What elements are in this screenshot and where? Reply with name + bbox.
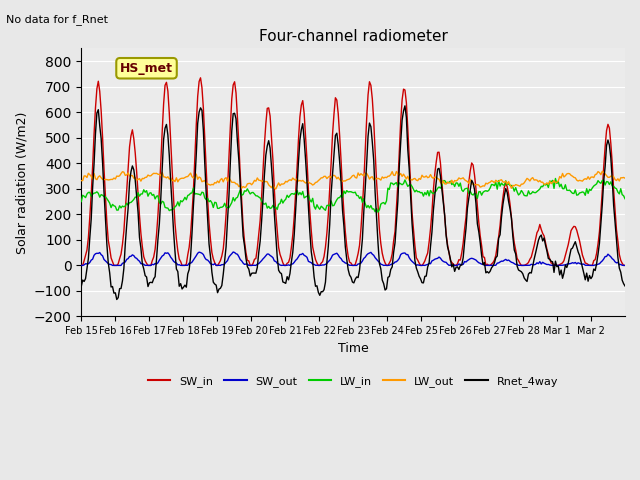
Legend: SW_in, SW_out, LW_in, LW_out, Rnet_4way: SW_in, SW_out, LW_in, LW_out, Rnet_4way xyxy=(144,372,563,391)
Y-axis label: Solar radiation (W/m2): Solar radiation (W/m2) xyxy=(15,111,28,253)
Text: HS_met: HS_met xyxy=(120,62,173,75)
Text: No data for f_Rnet: No data for f_Rnet xyxy=(6,14,108,25)
X-axis label: Time: Time xyxy=(338,342,369,355)
Title: Four-channel radiometer: Four-channel radiometer xyxy=(259,29,447,44)
